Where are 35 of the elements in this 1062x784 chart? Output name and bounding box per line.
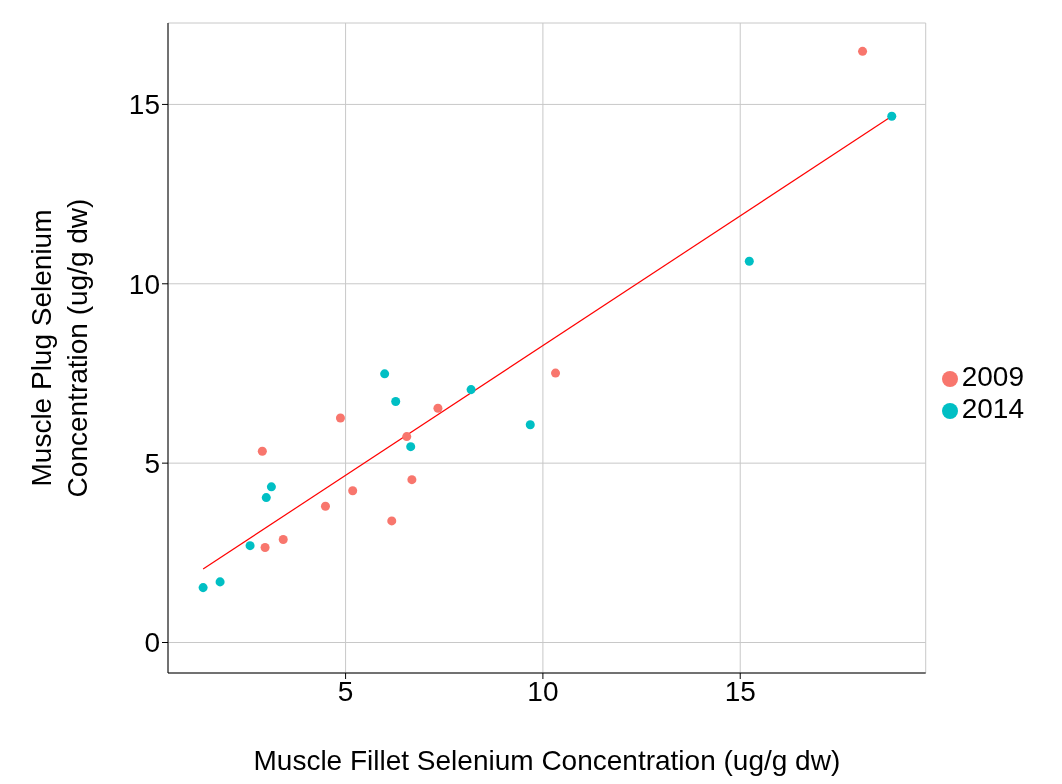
legend-label: 2014 [961,393,1024,424]
point [245,541,255,551]
legend-label: 2009 [961,361,1024,392]
point [466,385,476,395]
point [257,446,267,456]
point [278,535,288,545]
point [391,396,401,406]
point [551,368,561,378]
y-tick-label: 0 [144,627,160,659]
point [260,542,270,552]
point [335,413,345,423]
point [266,482,276,492]
point [887,111,897,121]
y-axis-title: Muscle Plug Selenium Concentration (ug/g dw) [26,198,93,498]
point [433,403,443,413]
y-tick-label: 5 [144,448,160,480]
point [198,583,208,593]
point [380,369,390,379]
point [215,577,225,587]
x-axis-title: Muscle Fillet Selenium Concentration (ug/g dw) [253,745,841,776]
point [261,493,271,503]
x-tick-label: 5 [337,675,354,707]
y-tick-label: 10 [128,268,160,300]
x-tick-label: 10 [527,675,559,707]
x-tick-label: 15 [724,675,756,707]
point [348,486,358,496]
y-tick-label: 15 [128,89,160,121]
point [525,420,535,430]
point [320,501,330,511]
point [744,256,754,266]
point [858,46,868,56]
point [387,516,397,526]
point [402,432,412,442]
point [407,475,417,485]
point [406,442,416,452]
